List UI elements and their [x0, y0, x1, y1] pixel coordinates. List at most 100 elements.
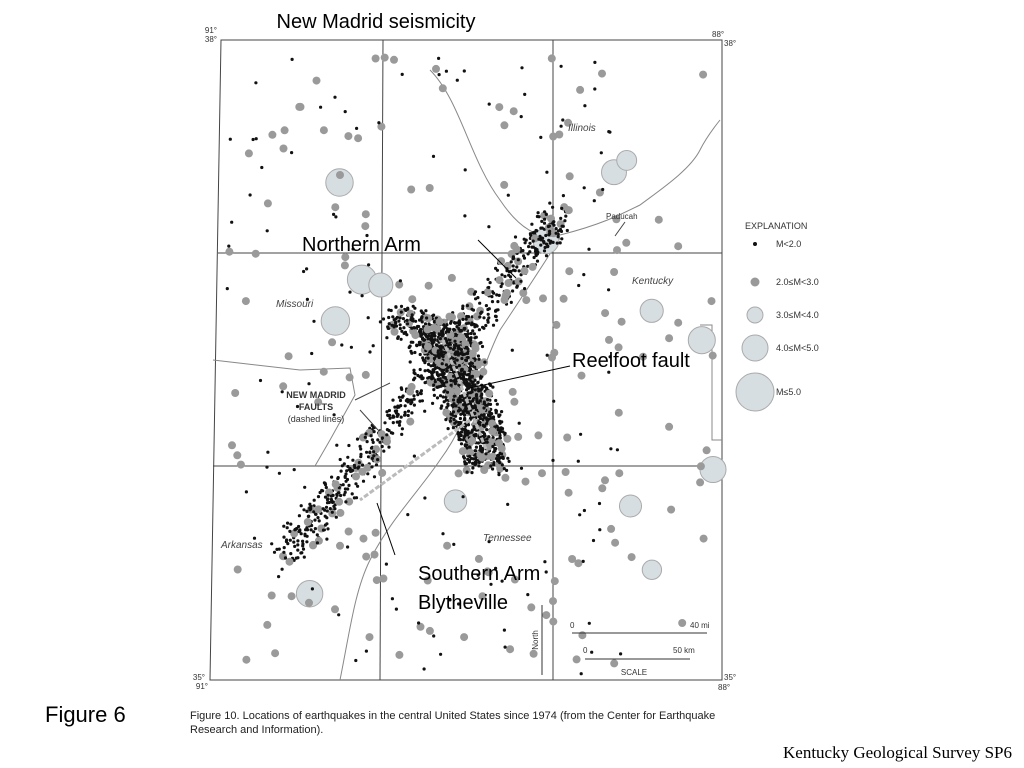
quake-dot	[397, 423, 402, 427]
quake-dot	[310, 587, 314, 591]
arrow	[376, 502, 396, 556]
quake-dot	[416, 373, 420, 378]
quake-dot	[413, 376, 417, 380]
quake-dot	[388, 413, 392, 417]
quake-dot	[454, 342, 458, 346]
quake-dot	[472, 292, 476, 296]
quake-dot	[315, 541, 319, 545]
quake-dot	[400, 427, 404, 431]
quake-dot	[372, 454, 376, 458]
quake-dot	[472, 457, 476, 461]
quake-dot	[421, 343, 425, 347]
quake-dot	[417, 340, 421, 344]
quake-dot	[383, 421, 387, 425]
quake-dot	[296, 543, 300, 547]
quake-dot	[345, 469, 349, 473]
quake-dot	[477, 460, 481, 465]
quake-dot	[403, 331, 407, 335]
quake-dot	[227, 244, 231, 248]
legend-label: 3.0≤M<4.0	[776, 310, 819, 320]
quake-dot	[487, 316, 491, 320]
quake-dot	[457, 319, 461, 323]
quake-dot	[293, 544, 297, 549]
quake-dot	[452, 346, 456, 350]
quake-dot	[367, 263, 371, 267]
quake-dot	[370, 465, 374, 469]
quake-dot	[328, 338, 337, 347]
quake-dot	[339, 469, 343, 473]
quake-dot	[473, 365, 477, 369]
quake-dot	[522, 237, 526, 241]
quake-dot	[330, 475, 334, 479]
quake-dot	[390, 55, 398, 64]
quake-dot	[488, 427, 497, 436]
quake-dot	[391, 421, 395, 425]
figure-label: Figure 6	[45, 702, 126, 727]
legend-symbol	[750, 277, 760, 287]
quake-dot	[419, 327, 423, 331]
quake-dot	[361, 463, 365, 467]
quake-dot	[474, 394, 478, 398]
quake-dot	[356, 466, 360, 470]
quake-dot	[489, 383, 493, 387]
quake-dot	[290, 529, 299, 538]
quake-dot	[601, 187, 605, 192]
quake-dot	[555, 130, 564, 139]
legend-title: EXPLANATION	[745, 221, 807, 231]
quake-dot	[598, 69, 606, 78]
quake-dot	[481, 430, 485, 434]
quake-dot	[523, 92, 527, 96]
quake-dot	[495, 276, 504, 285]
quake-dot	[359, 447, 363, 451]
quake-dot	[485, 440, 489, 444]
quake-dot	[458, 400, 462, 404]
quake-dot	[397, 421, 401, 425]
quake-dot	[295, 404, 300, 409]
quake-dot	[572, 655, 581, 664]
quake-dot	[424, 281, 433, 290]
quake-dot	[309, 507, 313, 511]
quake-dot	[587, 621, 591, 625]
quake-dot	[503, 434, 512, 443]
quake-dot	[448, 346, 452, 350]
quake-dot	[378, 468, 387, 477]
quake-dot	[461, 495, 465, 499]
quake-dot	[543, 210, 547, 214]
quake-dot	[302, 555, 306, 559]
quake-dot	[480, 450, 484, 454]
quake-dot	[565, 172, 574, 181]
quake-dot	[455, 365, 459, 369]
quake-dot	[336, 171, 344, 179]
quake-dot	[461, 438, 465, 442]
quake-dot	[542, 221, 547, 225]
quake-dot	[288, 529, 292, 534]
quake-dot	[478, 453, 487, 462]
corner-label: 91°	[196, 682, 208, 691]
quake-dot	[481, 290, 485, 295]
quake-dot	[236, 460, 245, 469]
quake-dot	[412, 397, 416, 401]
quake-dot	[408, 398, 412, 402]
quake-dot	[346, 487, 350, 491]
quake-dot	[413, 306, 417, 310]
quake-dot	[370, 550, 379, 559]
quake-dot	[420, 316, 424, 320]
quake-dot	[561, 194, 566, 198]
quake-dot	[467, 372, 471, 376]
quake-dot	[464, 406, 468, 410]
quake-dot	[561, 118, 565, 122]
quake-dot	[335, 443, 339, 447]
quake-dot	[472, 369, 481, 378]
quake-dot	[422, 667, 426, 671]
quake-dot	[576, 459, 580, 463]
quake-dot	[418, 352, 422, 357]
quake-dot	[354, 134, 363, 143]
quake-dot	[560, 206, 564, 210]
quake-dot	[538, 469, 546, 478]
quake-dot	[277, 471, 281, 475]
quake-dot	[417, 621, 421, 625]
quake-dot	[547, 233, 551, 237]
quake-dot	[556, 229, 561, 233]
quake-dot	[530, 222, 534, 226]
quake-dot	[485, 428, 489, 432]
